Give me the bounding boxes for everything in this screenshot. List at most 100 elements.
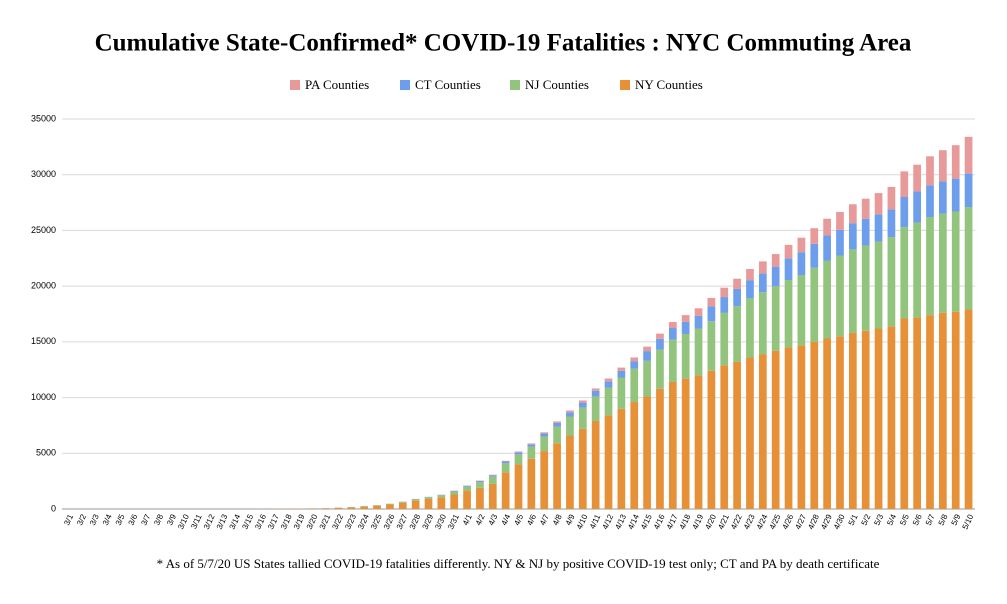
bar-segment xyxy=(900,227,909,319)
bar-segment xyxy=(926,185,934,218)
legend-swatch xyxy=(290,80,300,90)
bar-segment xyxy=(591,390,600,397)
bar-segment xyxy=(810,341,819,509)
bar-segment xyxy=(758,354,767,509)
bar-segment xyxy=(964,309,973,509)
x-tick-label: 4/24 xyxy=(755,512,770,530)
x-tick-label: 3/29 xyxy=(420,512,435,530)
bar-segment xyxy=(861,198,870,219)
y-tick-label: 0 xyxy=(51,503,56,513)
bar-segment xyxy=(938,150,947,182)
x-tick-label: 4/18 xyxy=(678,512,693,530)
x-tick-label: 4/3 xyxy=(487,512,500,526)
bar-segment xyxy=(694,328,703,376)
bar-segment xyxy=(527,446,536,459)
bar-segment xyxy=(424,498,433,509)
bar-segment xyxy=(463,486,471,491)
x-tick-label: 3/3 xyxy=(88,512,101,526)
x-tick-label: 4/23 xyxy=(742,512,757,530)
bar-segment xyxy=(617,408,626,509)
bar-segment xyxy=(900,171,909,197)
bar-segment xyxy=(681,334,690,379)
bar-segment xyxy=(810,267,819,342)
bar-segment xyxy=(707,321,716,371)
bar-segment xyxy=(771,254,780,267)
bar-segment xyxy=(964,136,973,174)
y-tick-label: 5000 xyxy=(36,448,56,458)
x-tick-label: 4/15 xyxy=(639,512,654,530)
x-tick-label: 4/22 xyxy=(729,512,744,530)
bar-segment xyxy=(733,361,741,509)
bar-segment xyxy=(887,237,896,327)
bar-segment xyxy=(938,181,947,214)
bar-segment xyxy=(746,298,754,358)
bar-segment xyxy=(694,315,703,329)
x-tick-label: 4/16 xyxy=(652,512,667,530)
bar-segment xyxy=(964,207,973,310)
x-tick-label: 3/21 xyxy=(318,512,333,530)
bar-segment xyxy=(720,287,729,298)
bar-segment xyxy=(514,464,523,509)
bar-segment xyxy=(913,222,921,318)
y-tick-label: 25000 xyxy=(31,225,56,235)
bar-segment xyxy=(733,306,741,362)
x-tick-label: 3/13 xyxy=(215,512,230,530)
x-tick-label: 3/23 xyxy=(343,512,358,530)
bar-segment xyxy=(836,212,844,230)
bar-segment xyxy=(926,156,934,186)
bar-segment xyxy=(334,507,343,509)
bar-segment xyxy=(643,360,651,397)
bar-segment xyxy=(733,278,741,289)
x-tick-label: 3/19 xyxy=(292,512,307,530)
bar-segment xyxy=(450,491,459,495)
y-tick-label: 35000 xyxy=(31,113,56,123)
legend-label: CT Counties xyxy=(415,77,481,92)
bar-segment xyxy=(488,475,497,477)
bar-segment xyxy=(411,500,420,509)
x-tick-label: 4/6 xyxy=(525,512,538,526)
bar-segment xyxy=(386,503,394,505)
x-tick-label: 3/25 xyxy=(369,512,384,530)
legend-swatch xyxy=(400,80,410,90)
bar-segment xyxy=(681,378,690,509)
bar-segment xyxy=(926,315,934,509)
bar-segment xyxy=(630,402,639,509)
bar-segment xyxy=(437,495,446,498)
bar-segment xyxy=(411,499,420,501)
bar-segment xyxy=(591,396,600,421)
bar-segment xyxy=(784,258,793,281)
bar-segment xyxy=(784,280,793,348)
x-tick-label: 3/26 xyxy=(382,512,397,530)
bar-segment xyxy=(848,332,857,509)
x-tick-label: 5/5 xyxy=(898,512,911,526)
y-tick-label: 15000 xyxy=(31,336,56,346)
x-tick-label: 5/9 xyxy=(950,512,963,526)
bar-segment xyxy=(360,506,369,509)
bar-segment xyxy=(913,164,921,192)
bar-segment xyxy=(347,507,356,509)
bar-segment xyxy=(488,476,497,484)
x-tick-label: 3/27 xyxy=(395,512,410,530)
x-tick-label: 4/30 xyxy=(832,512,847,530)
bar-segment xyxy=(527,443,536,445)
bar-segment xyxy=(823,235,831,261)
bar-segment xyxy=(540,451,549,509)
x-tick-label: 4/20 xyxy=(703,512,718,530)
bar-segment xyxy=(836,336,844,509)
bar-segment xyxy=(656,333,664,339)
x-tick-label: 4/1 xyxy=(461,512,474,526)
bar-segment xyxy=(398,501,407,503)
bar-segment xyxy=(488,474,497,476)
bar-segment xyxy=(617,370,626,378)
bar-segment xyxy=(501,472,510,509)
legend-label: NY Counties xyxy=(635,77,703,92)
bar-segment xyxy=(553,421,561,423)
bar-segment xyxy=(964,173,973,208)
bar-segment xyxy=(617,377,626,409)
bar-segment xyxy=(540,433,549,437)
x-tick-label: 3/9 xyxy=(165,512,178,526)
x-tick-label: 3/17 xyxy=(266,512,281,530)
x-tick-label: 4/8 xyxy=(551,512,564,526)
x-tick-label: 4/17 xyxy=(665,512,680,530)
bar-segment xyxy=(913,317,921,509)
